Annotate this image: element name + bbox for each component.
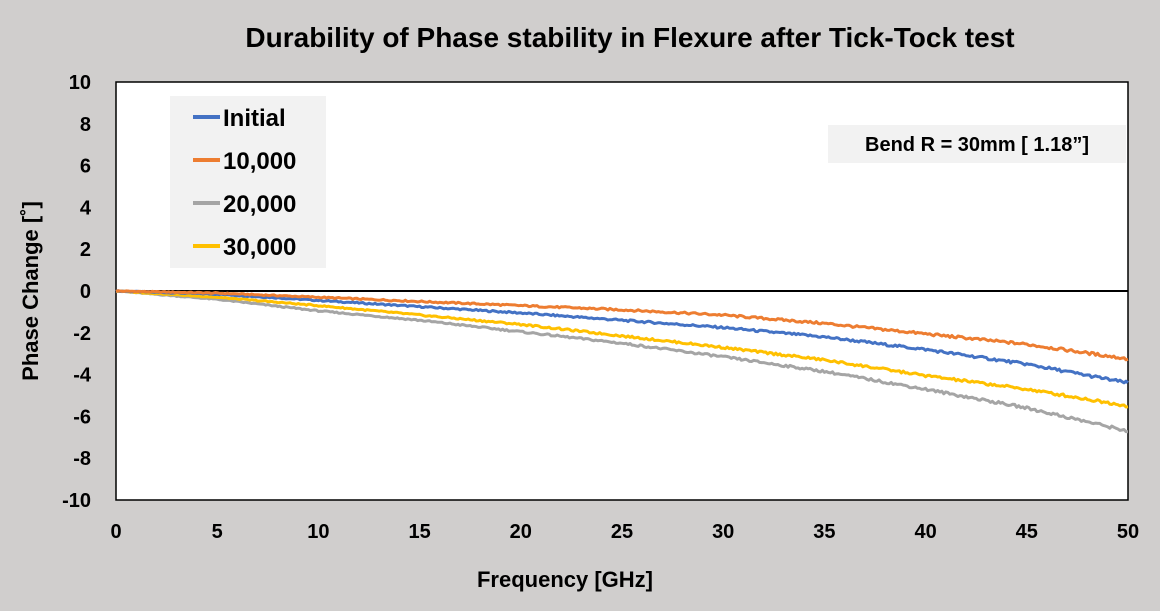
x-tick-label: 45	[1016, 521, 1038, 543]
legend: Initial 10,000 20,000 30,000	[170, 96, 326, 268]
x-tick-label: 25	[611, 521, 633, 543]
series-line-30000	[116, 289, 1129, 409]
y-tick-labels: 10 8 6 4 2 0 -2 -4 -6 -8 -10	[62, 72, 92, 512]
series-line-10000	[115, 289, 1129, 362]
annotation-text: Bend R = 30mm [ 1.18”]	[865, 134, 1089, 156]
series-group	[115, 289, 1129, 434]
y-tick-label: -10	[62, 490, 91, 512]
legend-label: Initial	[223, 105, 286, 132]
legend-label: 30,000	[223, 234, 296, 261]
y-tick-label: -6	[73, 406, 91, 428]
x-tick-labels: 0 5 10 15 20 25 30 35 40 45 50	[110, 521, 1139, 543]
x-tick-label: 5	[212, 521, 223, 543]
y-tick-label: -2	[73, 323, 91, 345]
annotation-box	[828, 125, 1126, 163]
x-tick-label: 35	[813, 521, 835, 543]
series-line-initial	[115, 289, 1129, 385]
y-tick-label: 8	[80, 114, 91, 136]
x-axis-label: Frequency [GHz]	[477, 567, 653, 592]
x-tick-label: 30	[712, 521, 734, 543]
y-tick-label: -4	[73, 365, 92, 387]
series-line-20000	[115, 289, 1129, 434]
chart-title: Durability of Phase stability in Flexure…	[245, 22, 1014, 53]
y-tick-label: 10	[69, 72, 91, 94]
x-tick-label: 40	[914, 521, 936, 543]
y-axis-label: Phase Change [˚]	[18, 201, 43, 381]
legend-label: 20,000	[223, 191, 296, 218]
x-tick-label: 20	[510, 521, 532, 543]
y-tick-label: 4	[80, 197, 92, 219]
y-tick-label: 2	[80, 239, 91, 261]
y-tick-label: 6	[80, 156, 91, 178]
x-tick-label: 0	[110, 521, 121, 543]
y-tick-label: 0	[80, 281, 91, 303]
y-tick-label: -8	[73, 448, 91, 470]
x-tick-label: 10	[307, 521, 329, 543]
legend-label: 10,000	[223, 148, 296, 175]
x-tick-label: 50	[1117, 521, 1139, 543]
x-tick-label: 15	[408, 521, 430, 543]
annotation: Bend R = 30mm [ 1.18”]	[828, 125, 1126, 163]
legend-box	[170, 96, 326, 268]
